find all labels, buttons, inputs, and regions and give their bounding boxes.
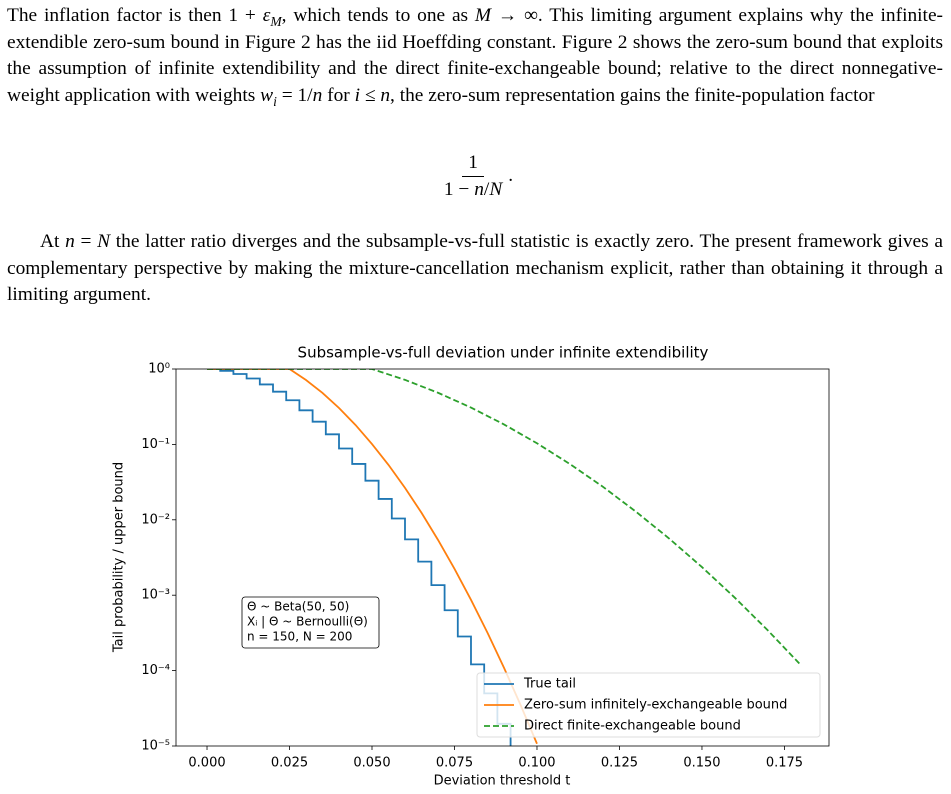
x-tick-label: 0.125: [601, 756, 638, 771]
x-tick-label: 0.075: [436, 756, 473, 771]
paragraph: At n = N the latter ratio diverges and t…: [7, 231, 943, 305]
x-tick-label: 0.150: [683, 756, 720, 771]
annotation-box: [241, 596, 380, 649]
legend-label: True tail: [523, 677, 576, 692]
annotation-line: n = 150, N = 200: [247, 630, 352, 644]
chart-title: Subsample-vs-full deviation under infini…: [298, 344, 709, 362]
x-axis-label: Deviation threshold t: [434, 774, 571, 789]
legend-label: Direct finite-exchangeable bound: [524, 719, 741, 734]
y-tick-label: 10⁻¹: [141, 437, 170, 452]
x-tick-label: 0.175: [766, 756, 803, 771]
paragraph: The inflation factor is then 1 + εM, whi…: [7, 5, 944, 109]
x-tick-label: 0.100: [518, 756, 555, 771]
plot-area: [207, 369, 802, 746]
y-tick-label: 10⁻³: [141, 588, 170, 603]
y-tick-label: 10⁻²: [141, 512, 170, 527]
y-tick-label: 10⁻⁵: [141, 739, 170, 754]
y-tick-label: 10⁰: [148, 362, 170, 377]
y-tick-label: 10⁻⁴: [141, 663, 170, 678]
legend-box: [476, 672, 821, 738]
data-line: [207, 369, 512, 746]
annotation-line: Xᵢ | Θ ~ Bernoulli(Θ): [247, 615, 368, 629]
y-axis-label: Tail probability / upper bound: [112, 462, 127, 653]
x-tick-label: 0.050: [353, 756, 390, 771]
axes-frame: [175, 368, 830, 747]
annotation-line: Θ ~ Beta(50, 50): [247, 600, 349, 614]
chart: Subsample-vs-full deviation under infini…: [112, 344, 830, 789]
legend-label: Zero-sum infinitely-exchangeable bound: [524, 698, 787, 713]
data-line: [207, 369, 802, 666]
data-line: [207, 369, 538, 745]
x-tick-label: 0.025: [271, 756, 308, 771]
x-tick-label: 0.000: [188, 756, 225, 771]
